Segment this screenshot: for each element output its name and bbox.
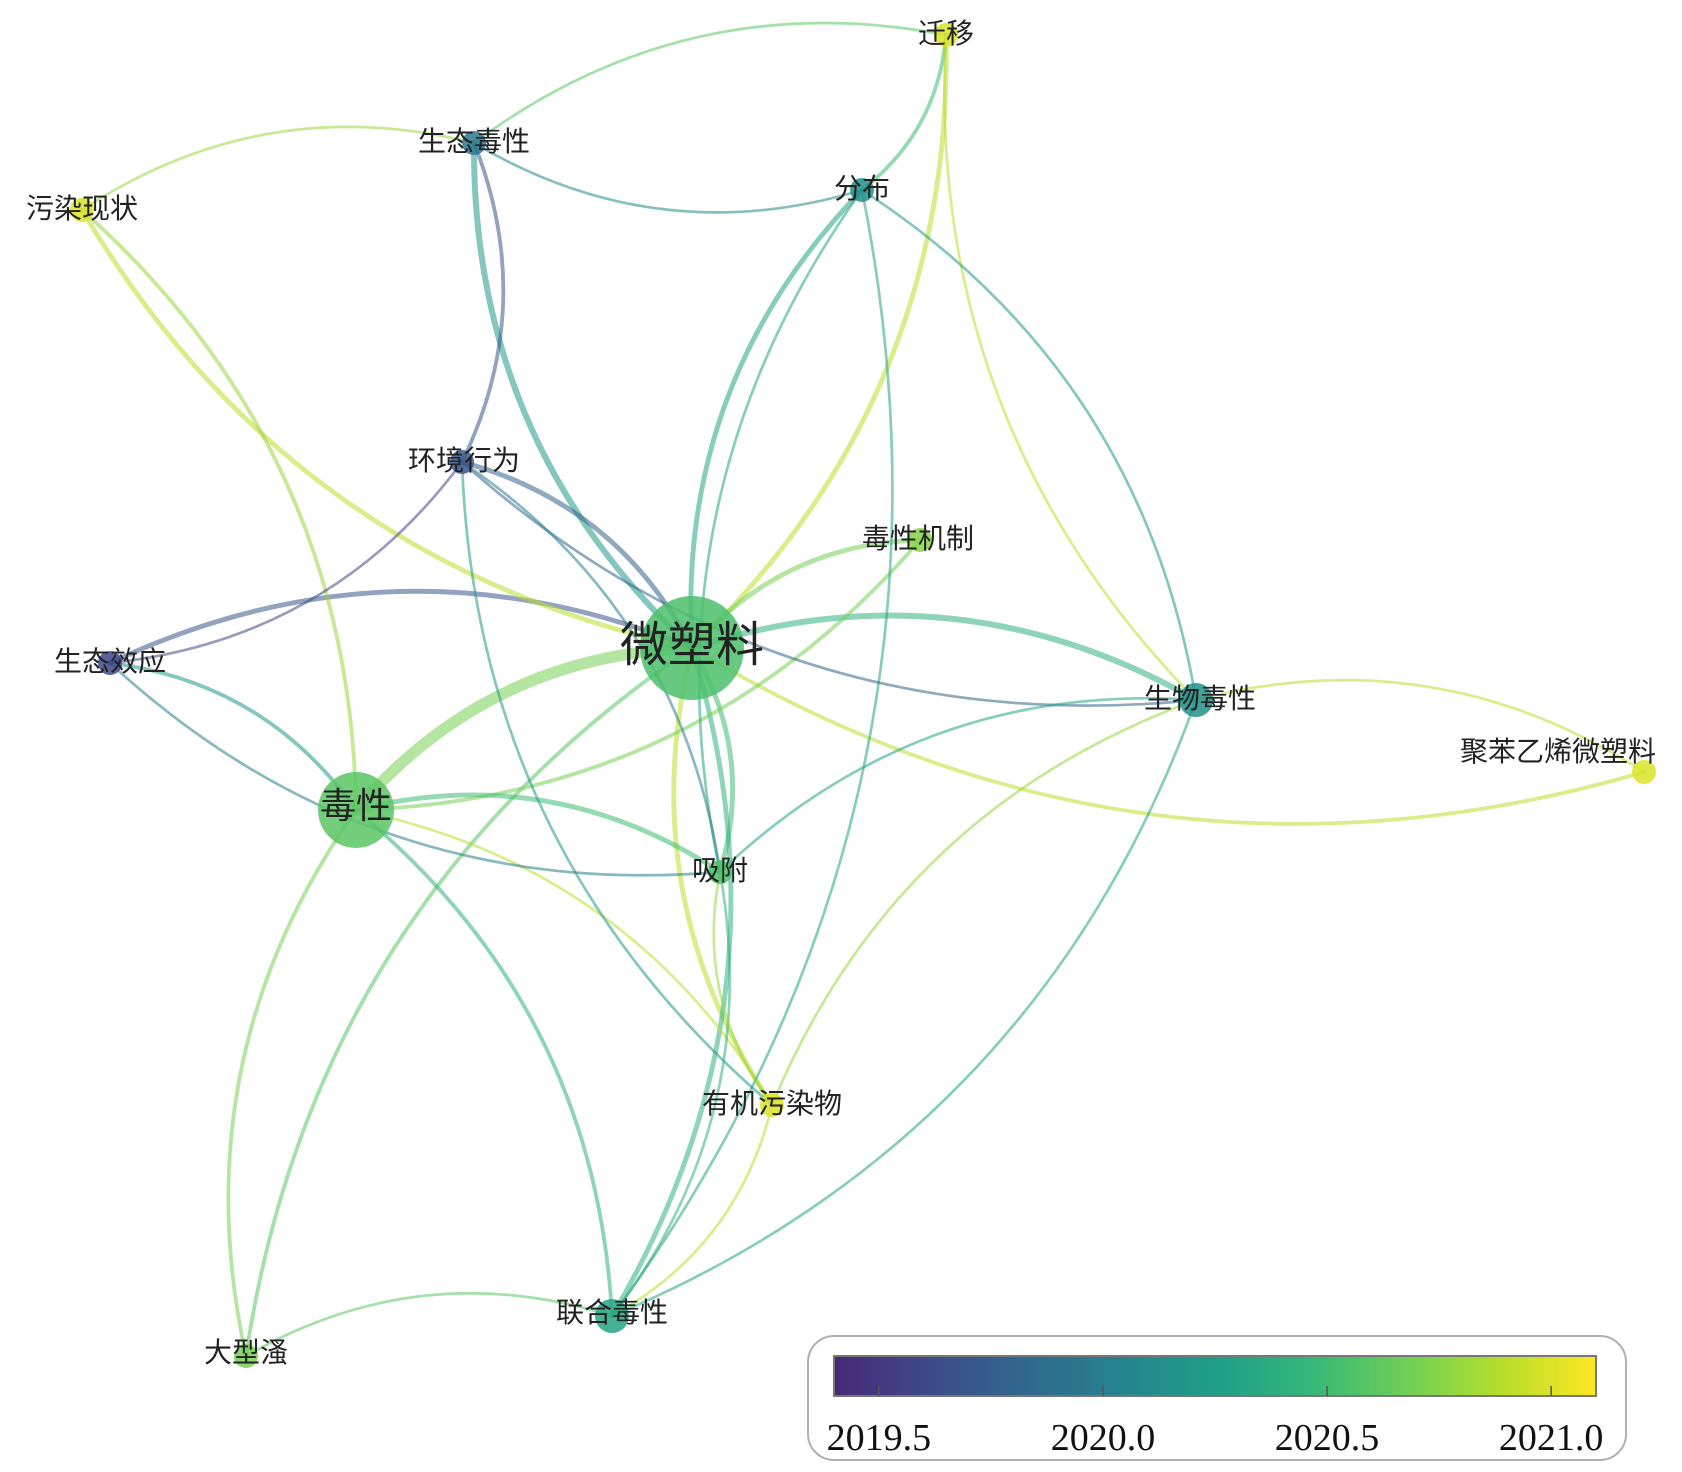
node-shengwuduxing[interactable] — [1179, 683, 1213, 717]
edge-duxing-lianheduxing — [354, 808, 614, 1318]
node-label-huanjingxingwei: 环境行为 — [408, 444, 520, 477]
edge-qianyi-shengwuduxing — [943, 33, 1198, 702]
edge-weisuliao-duxing — [350, 642, 698, 816]
year-color-legend: 2019.5 2020.0 2020.5 2021.0 — [807, 1335, 1627, 1461]
edge-youjiwuranwu-lianheduxing — [610, 1103, 774, 1318]
legend-tick-label: 2019.5 — [827, 1417, 932, 1459]
node-layer — [70, 23, 1656, 1368]
node-label-xifu: 吸附 — [692, 854, 748, 887]
edge-shengtaiduxing-wuranxianzhuang — [80, 125, 476, 212]
node-shengtaiduxing[interactable] — [462, 131, 486, 155]
node-label-duxingjizhi: 毒性机制 — [862, 522, 974, 555]
edge-huanjingxingwei-xifu — [460, 460, 722, 874]
node-qianyi[interactable] — [934, 23, 958, 47]
edge-shengwuduxing-youjiwuranwu — [770, 698, 1198, 1107]
node-label-shengtaixiaoying: 生态效应 — [54, 645, 166, 678]
node-label-daxingzao: 大型溞 — [204, 1336, 288, 1369]
edge-weisuliao-wuranxianzhuang — [79, 207, 695, 651]
edge-shengtaixiaoying-xifu — [108, 661, 722, 877]
legend-tick-label: 2021.0 — [1499, 1417, 1604, 1459]
node-wuranxianzhuang[interactable] — [70, 198, 94, 222]
node-label-wuranxianzhuang: 污染现状 — [26, 192, 138, 225]
edge-shengtaiduxing-qianyi — [472, 21, 948, 145]
node-huanjingxingwei[interactable] — [450, 450, 474, 474]
node-fenbu[interactable] — [850, 178, 874, 202]
node-daxingzao[interactable] — [234, 1344, 258, 1368]
edge-xifu-youjiwuranwu — [712, 870, 774, 1107]
edge-duxing-duxingjizhi — [354, 538, 922, 812]
node-label-shengtaiduxing: 生态毒性 — [418, 125, 530, 158]
edge-duxing-wuranxianzhuang — [80, 208, 358, 812]
edge-weisuliao-fenbu — [688, 187, 865, 651]
node-youjiwuranwu[interactable] — [760, 1093, 784, 1117]
legend-tick-label: 2020.5 — [1275, 1417, 1380, 1459]
edge-weisuliao-shengtaiduxing — [470, 140, 695, 651]
node-jubenyixi[interactable] — [1632, 760, 1656, 784]
node-xifu[interactable] — [708, 860, 732, 884]
edge-weisuliao-daxingzao — [244, 646, 694, 1358]
edge-duxing-shengtaixiaoying — [108, 661, 358, 812]
edge-xifu-lianheduxing — [610, 870, 732, 1318]
edge-weisuliao-lianheduxing — [609, 645, 734, 1319]
edge-qianyi-fenbu — [860, 33, 948, 192]
legend-tick-label: 2020.0 — [1051, 1417, 1156, 1459]
node-label-weisuliao: 微塑料 — [620, 617, 764, 673]
node-label-duxing: 毒性 — [320, 786, 392, 827]
edge-weisuliao-jubenyixi — [690, 646, 1646, 826]
node-label-jubenyixi: 聚苯乙烯微塑料 — [1460, 735, 1656, 768]
node-label-shengwuduxing: 生物毒性 — [1144, 682, 1256, 715]
edge-shengwuduxing-lianheduxing — [610, 698, 1198, 1318]
edge-duxing-youjiwuranwu — [354, 808, 774, 1107]
node-shengtaixiaoying[interactable] — [98, 651, 122, 675]
edge-weisuliao-shengwuduxing — [689, 612, 1199, 703]
node-label-youjiwuranwu: 有机污染物 — [702, 1087, 842, 1120]
edge-shengwuduxing-jubenyixi — [1194, 678, 1646, 774]
edge-fenbu-lianheduxing — [610, 188, 894, 1318]
edge-weisuliao-shengtaixiaoying — [107, 588, 695, 666]
edge-duxing-daxingzao — [226, 808, 358, 1358]
node-duxing[interactable] — [318, 772, 394, 848]
node-duxingjizhi[interactable] — [908, 528, 932, 552]
edge-duxing-xifu — [353, 792, 723, 875]
legend-ticks: 2019.5 2020.0 2020.5 2021.0 — [827, 1386, 1604, 1459]
edge-lianheduxing-daxingzao — [244, 1292, 614, 1358]
node-lianheduxing[interactable] — [595, 1299, 629, 1333]
edge-shengwuduxing-xifu — [718, 696, 1198, 874]
node-label-fenbu: 分布 — [834, 172, 890, 205]
edge-shengtaiduxing-fenbu — [472, 141, 864, 214]
node-label-lianheduxing: 联合毒性 — [556, 1296, 668, 1329]
edge-huanjingxingwei-youjiwuranwu — [460, 460, 774, 1107]
edge-fenbu-shengwuduxing — [860, 188, 1198, 702]
edge-layer — [79, 21, 1646, 1358]
edge-shengtaiduxing-huanjingxingwei — [460, 141, 506, 464]
node-weisuliao[interactable] — [640, 596, 744, 700]
legend-colorbar — [833, 1355, 1597, 1397]
node-label-qianyi: 迁移 — [918, 17, 974, 50]
edge-fenbu-xifu — [697, 188, 864, 874]
edge-huanjingxingwei-shengtaixiaoying — [108, 460, 464, 665]
